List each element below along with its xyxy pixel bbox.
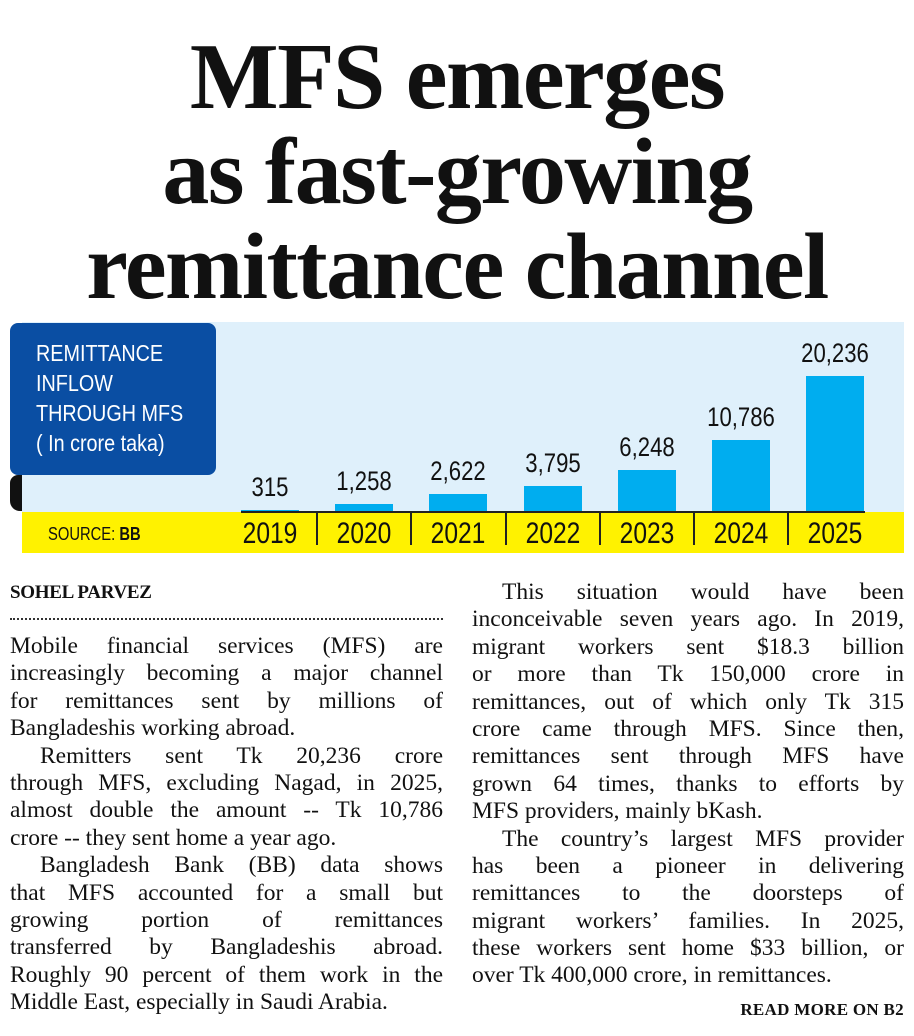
value-label: 3,795 bbox=[524, 448, 581, 479]
year-separator bbox=[598, 513, 601, 545]
bar-2020 bbox=[335, 503, 394, 512]
paragraph: Mobile financial services (MFS) are incre… bbox=[10, 633, 443, 743]
value-label: 6,248 bbox=[619, 432, 675, 462]
headline-line: remittance channel bbox=[86, 215, 829, 319]
chart-source: SOURCE: BB bbox=[48, 524, 141, 545]
text-line: almost double the amount -- Tk 10,786 bbox=[10, 797, 443, 824]
bar-2022 bbox=[523, 486, 582, 512]
paragraph: This situation would have been inconceiva… bbox=[472, 579, 904, 826]
bar-2024 bbox=[712, 439, 770, 512]
year-separator bbox=[410, 513, 413, 545]
source-label: SOURCE: bbox=[48, 524, 116, 544]
text-line: has been a pioneer in delivering bbox=[472, 852, 904, 879]
article-column-left: Mobile financial services (MFS) are incre… bbox=[10, 633, 443, 1016]
chart-baseline bbox=[241, 511, 865, 513]
text-line: for remittances sent by millions of bbox=[10, 687, 443, 714]
text-line: crore came through MFS. Since then, bbox=[472, 715, 904, 742]
read-more-link[interactable]: READ MORE ON B2 bbox=[740, 1000, 904, 1019]
year-axis-band bbox=[22, 512, 904, 553]
value-label: 1,258 bbox=[336, 465, 392, 496]
value-label: 315 bbox=[251, 471, 289, 502]
value-label: 2,622 bbox=[430, 456, 487, 487]
text-line: remittances to the doorsteps of bbox=[472, 880, 904, 907]
text-line: The country’s largest MFS provider bbox=[502, 825, 904, 852]
text-line: Bangladesh Bank (BB) data shows bbox=[40, 852, 443, 879]
text-line: Remitters sent Tk 20,236 crore bbox=[40, 742, 443, 769]
text-line: This situation would have been bbox=[502, 579, 904, 605]
bar-2025 bbox=[806, 376, 865, 512]
text-line: over Tk 400,000 crore, in remittances. bbox=[472, 962, 832, 989]
text-line: Bangladeshis working abroad. bbox=[10, 715, 296, 742]
headline-line: as fast-growing bbox=[162, 120, 753, 224]
article-column-right: This situation would have been inconceiva… bbox=[472, 579, 904, 990]
text-line: migrant workers sent $18.3 billion bbox=[472, 633, 904, 660]
byline-divider bbox=[10, 618, 443, 620]
year-tick-label: 2022 bbox=[525, 517, 580, 550]
value-label: 10,786 bbox=[707, 401, 775, 432]
text-line: Mobile financial services (MFS) are bbox=[10, 633, 443, 659]
year-tick-label: 2020 bbox=[336, 517, 392, 550]
text-line: Middle East, especially in Saudi Arabia. bbox=[10, 989, 388, 1016]
paragraph: The country’s largest MFS provider has be… bbox=[472, 826, 904, 990]
text-line: or more than Tk 150,000 crore in bbox=[472, 661, 904, 688]
year-separator bbox=[787, 513, 790, 545]
chart-title-line: INFLOW bbox=[36, 370, 113, 396]
remittance-bar-chart: REMITTANCE INFLOW THROUGH MFS ( In crore… bbox=[0, 322, 914, 555]
chart-title-box: REMITTANCE INFLOW THROUGH MFS ( In crore… bbox=[10, 323, 216, 475]
byline: SOHEL PARVEZ bbox=[10, 582, 152, 603]
text-line: inconceivable seven years ago. In 2019, bbox=[472, 606, 904, 633]
text-line: MFS providers, mainly bKash. bbox=[472, 798, 763, 825]
chart-title-line: THROUGH MFS bbox=[36, 400, 184, 426]
text-line: growing portion of remittances bbox=[10, 906, 443, 933]
text-line: Roughly 90 percent of them work in the bbox=[10, 961, 443, 988]
year-tick-label: 2024 bbox=[713, 517, 769, 550]
text-line: migrant workers’ families. In 2025, bbox=[472, 907, 904, 934]
text-line: through MFS, excluding Nagad, in 2025, bbox=[10, 769, 443, 796]
bar-2019 bbox=[241, 509, 299, 512]
text-line: that MFS accounted for a small but bbox=[10, 879, 443, 906]
text-line: increasingly becoming a major channel bbox=[10, 660, 443, 687]
year-separator bbox=[316, 513, 319, 545]
source-value: BB bbox=[119, 524, 141, 544]
text-line: crore -- they sent home a year ago. bbox=[10, 824, 337, 851]
year-tick-label: 2023 bbox=[619, 517, 675, 550]
text-line: remittances, out of which only Tk 315 bbox=[472, 688, 904, 715]
chart-unit: ( In crore taka) bbox=[36, 430, 165, 456]
value-label: 20,236 bbox=[801, 338, 870, 368]
year-separator bbox=[692, 513, 695, 545]
year-tick-label: 2025 bbox=[807, 517, 863, 550]
year-tick-label: 2021 bbox=[431, 517, 486, 550]
text-line: grown 64 times, thanks to efforts by bbox=[472, 770, 904, 797]
text-line: these workers sent home $33 billion, or bbox=[472, 935, 904, 962]
paragraph: Bangladesh Bank (BB) data shows that MFS … bbox=[10, 852, 443, 1016]
bar-2021 bbox=[429, 494, 488, 512]
headline-line: MFS emerges bbox=[189, 25, 726, 129]
chart-title-line: REMITTANCE bbox=[36, 340, 164, 366]
text-line: remittances sent through MFS have bbox=[472, 743, 904, 770]
text-line: transferred by Bangladeshis abroad. bbox=[10, 934, 443, 961]
title-box-curl bbox=[10, 475, 22, 511]
year-tick-label: 2019 bbox=[242, 517, 298, 550]
headline: MFS emerges as fast-growing remittance c… bbox=[0, 30, 914, 315]
paragraph: Remitters sent Tk 20,236 crore through MF… bbox=[10, 743, 443, 853]
year-separator bbox=[504, 513, 507, 545]
bar-2023 bbox=[617, 470, 676, 512]
